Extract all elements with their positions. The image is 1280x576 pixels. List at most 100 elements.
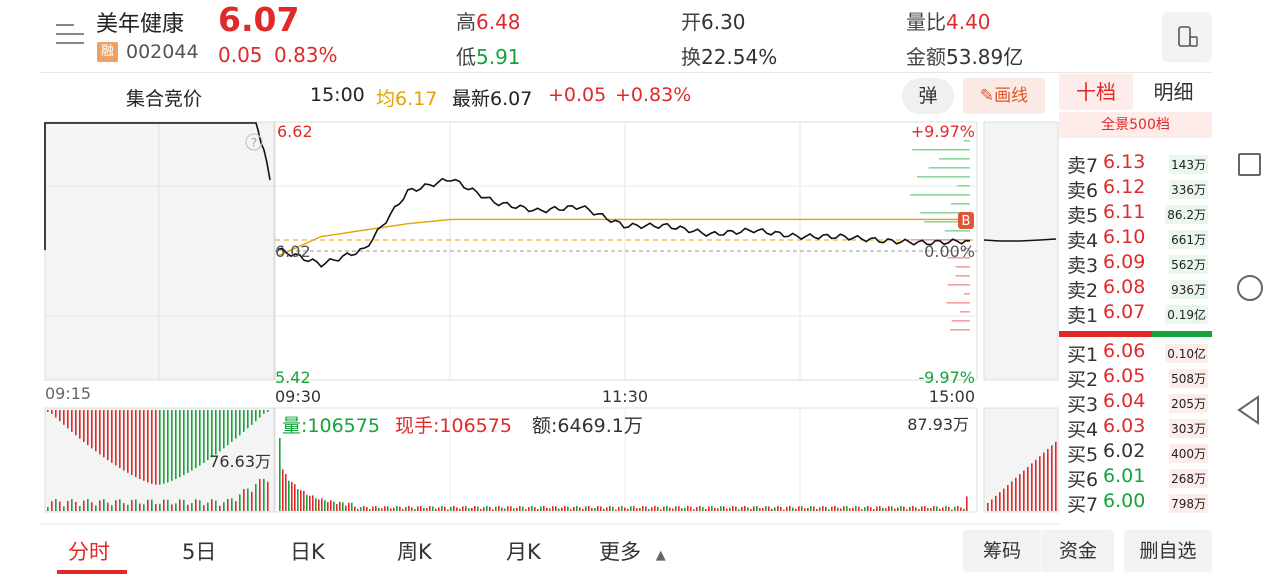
- tab-detail[interactable]: 明细: [1153, 80, 1194, 104]
- auction-volume-bar: [119, 410, 121, 469]
- draw-line-button[interactable]: ✎画线: [963, 78, 1045, 114]
- tab-more[interactable]: 更多 ▲: [599, 540, 666, 564]
- tab-5day[interactable]: 5日: [182, 540, 217, 564]
- auction-volume-bar: [111, 410, 113, 463]
- volume-bar: [390, 508, 392, 511]
- volume-bar: [405, 506, 407, 511]
- volume-bar: [918, 508, 920, 511]
- after-hours-volume-panel: [983, 407, 1059, 513]
- volume-bar: [327, 502, 329, 511]
- auction-volume-bar: [227, 410, 229, 446]
- auction-volume-bar: [175, 503, 177, 511]
- volume-bar: [873, 509, 875, 511]
- auction-volume-bar: [127, 410, 129, 473]
- buy-marker[interactable]: [958, 212, 974, 229]
- auction-volume-bar: [135, 499, 137, 511]
- volume-bar: [804, 508, 806, 511]
- buy-pressure-bar: [1152, 331, 1212, 337]
- level-label: 买1: [1067, 344, 1099, 366]
- buy-level-2[interactable]: 买2 6.05 508万: [1059, 365, 1212, 391]
- after-hours-volume-bar: [1035, 459, 1037, 511]
- sell-level-1[interactable]: 卖7 6.13 143万: [1059, 151, 1212, 177]
- tab-monthly-k[interactable]: 月K: [506, 540, 541, 564]
- buy-level-1[interactable]: 买1 6.06 0.10亿: [1059, 340, 1212, 366]
- volume-bar: [726, 508, 728, 511]
- home-icon[interactable]: [1237, 275, 1263, 301]
- intraday-chart[interactable]: ? B 6.62 6.02 5.42 +9.97% 0.00% -9.97% 0…: [0, 0, 1060, 526]
- volume-bar: [753, 506, 755, 511]
- pct-bottom-label: -9.97%: [918, 368, 975, 387]
- after-hours-volume-bar: [1023, 470, 1025, 511]
- chips-button[interactable]: 筹码: [963, 530, 1041, 572]
- buy-level-7[interactable]: 买7 6.00 798万: [1059, 490, 1212, 516]
- tab-ten-levels[interactable]: 十档: [1059, 74, 1133, 110]
- sell-level-3[interactable]: 卖5 6.11 86.2万: [1059, 201, 1212, 227]
- popup-button[interactable]: 弹: [902, 78, 954, 114]
- change-percent: 0.83%: [274, 43, 338, 67]
- full-depth-button[interactable]: 全景500档: [1059, 112, 1212, 138]
- volume-bar: [897, 507, 899, 511]
- after-hours-volume-bar: [1055, 441, 1057, 511]
- info-icon[interactable]: [245, 133, 263, 151]
- auction-volume-bar: [135, 410, 137, 478]
- auction-volume-bar: [259, 479, 261, 511]
- volume-bar: [567, 506, 569, 511]
- auction-volume-bar: [195, 410, 197, 469]
- auction-volume-bar: [175, 410, 177, 480]
- volume-bar: [570, 509, 572, 511]
- volume-bar: [441, 505, 443, 511]
- remove-watchlist-button[interactable]: 删自选: [1124, 530, 1212, 572]
- average-price-line: [277, 218, 970, 257]
- volume-bar: [837, 507, 839, 511]
- tab-daily-k[interactable]: 日K: [290, 540, 325, 564]
- sell-level-6[interactable]: 卖2 6.08 936万: [1059, 276, 1212, 302]
- volume-bar: [423, 508, 425, 511]
- volume-bar: [336, 504, 338, 511]
- back-icon[interactable]: [1236, 395, 1262, 425]
- buy-level-4[interactable]: 买4 6.03 303万: [1059, 415, 1212, 441]
- sell-level-7[interactable]: 卖1 6.07 0.19亿: [1059, 301, 1212, 327]
- depth-bar: [947, 257, 970, 259]
- level-price: 6.00: [1103, 490, 1146, 512]
- volume-bar: [489, 507, 491, 511]
- sell-level-5[interactable]: 卖3 6.09 562万: [1059, 251, 1212, 277]
- funds-button[interactable]: 资金: [1042, 530, 1114, 572]
- buy-level-6[interactable]: 买6 6.01 268万: [1059, 465, 1212, 491]
- header-divider: [40, 72, 1212, 73]
- volume-bar: [618, 506, 620, 511]
- volume-bar: [957, 505, 959, 511]
- menu-icon[interactable]: [56, 24, 84, 46]
- landscape-button[interactable]: [1162, 12, 1212, 62]
- volume-bar: [633, 506, 635, 511]
- volume-bar: [690, 506, 692, 511]
- volume-bar: [678, 506, 680, 511]
- volume-bar: [777, 505, 779, 511]
- volume-bar: [714, 507, 716, 511]
- volume-bar: [465, 506, 467, 511]
- tab-weekly-k[interactable]: 周K: [397, 540, 432, 564]
- volume-bar: [429, 506, 431, 511]
- volume-bar: [402, 509, 404, 511]
- volume-bar: [564, 505, 566, 511]
- auction-volume-bar: [183, 410, 185, 476]
- buy-level-3[interactable]: 买3 6.04 205万: [1059, 390, 1212, 416]
- sell-level-2[interactable]: 卖6 6.12 336万: [1059, 176, 1212, 202]
- auction-volume-bar: [67, 410, 69, 429]
- volume-bar: [510, 506, 512, 511]
- auction-volume-bar: [251, 491, 253, 511]
- sell-level-4[interactable]: 卖4 6.10 661万: [1059, 226, 1212, 252]
- depth-bar: [951, 320, 970, 322]
- buy-level-5[interactable]: 买5 6.02 400万: [1059, 440, 1212, 466]
- depth-bar: [947, 284, 970, 286]
- volume-bar: [420, 506, 422, 511]
- volume-bar: [708, 506, 710, 511]
- rotate-screen-icon: [1178, 26, 1198, 47]
- volume-bar: [354, 506, 356, 511]
- volume-bar: [318, 499, 320, 511]
- volume-bar: [723, 506, 725, 511]
- volume-bar: [561, 507, 563, 511]
- recent-apps-icon[interactable]: [1238, 153, 1261, 176]
- depth-bar: [950, 203, 970, 205]
- level-label: 卖4: [1067, 230, 1099, 252]
- tab-intraday[interactable]: 分时: [68, 540, 110, 564]
